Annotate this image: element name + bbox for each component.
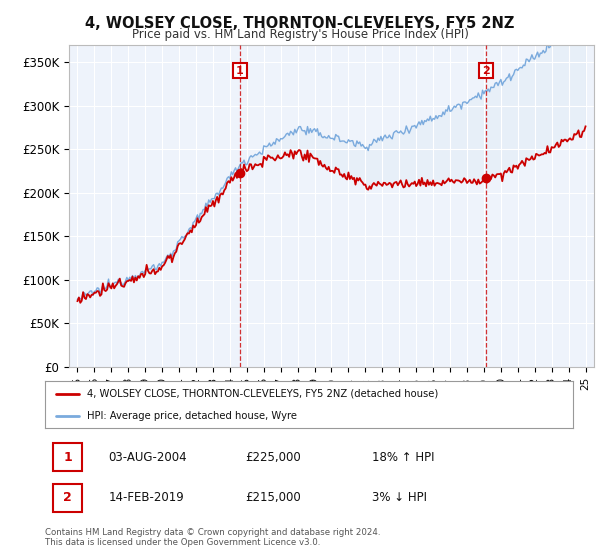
Text: 2: 2 [482,66,490,76]
Text: 18% ↑ HPI: 18% ↑ HPI [373,451,435,464]
FancyBboxPatch shape [53,443,82,471]
Text: 4, WOLSEY CLOSE, THORNTON-CLEVELEYS, FY5 2NZ: 4, WOLSEY CLOSE, THORNTON-CLEVELEYS, FY5… [85,16,515,31]
Text: 14-FEB-2019: 14-FEB-2019 [109,491,184,504]
Text: 03-AUG-2004: 03-AUG-2004 [109,451,187,464]
Text: 3% ↓ HPI: 3% ↓ HPI [373,491,427,504]
Text: 2: 2 [63,491,72,504]
Text: 4, WOLSEY CLOSE, THORNTON-CLEVELEYS, FY5 2NZ (detached house): 4, WOLSEY CLOSE, THORNTON-CLEVELEYS, FY5… [87,389,439,399]
Text: Contains HM Land Registry data © Crown copyright and database right 2024.
This d: Contains HM Land Registry data © Crown c… [45,528,380,547]
Text: HPI: Average price, detached house, Wyre: HPI: Average price, detached house, Wyre [87,410,297,421]
Text: Price paid vs. HM Land Registry's House Price Index (HPI): Price paid vs. HM Land Registry's House … [131,28,469,41]
Text: £215,000: £215,000 [245,491,301,504]
Text: 1: 1 [63,451,72,464]
FancyBboxPatch shape [53,484,82,512]
Text: 1: 1 [236,66,244,76]
Text: £225,000: £225,000 [245,451,301,464]
